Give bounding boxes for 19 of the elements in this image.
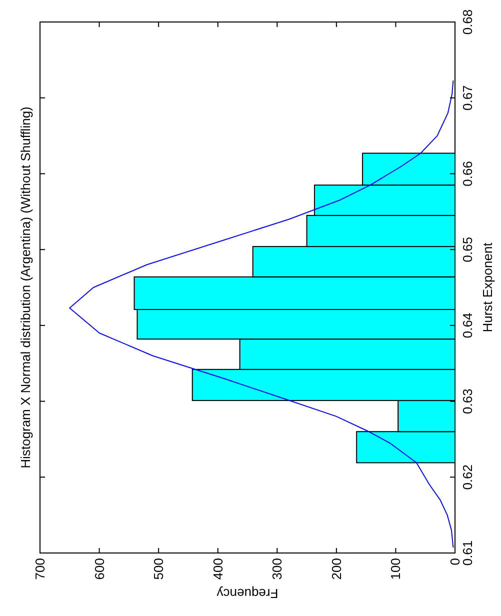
x-tick-label: 600 <box>92 558 107 580</box>
y-tick-label: 0.62 <box>460 464 475 490</box>
x-tick-label: 700 <box>32 558 48 580</box>
y-tick-label: 0.66 <box>460 161 475 186</box>
x-tick-label: 0 <box>448 558 462 566</box>
x-tick-label: 200 <box>328 558 344 580</box>
y-tick-label: 0.63 <box>460 388 475 414</box>
x-axis-title: Frequency <box>216 586 278 601</box>
y-tick-label: 0.67 <box>460 85 475 111</box>
y-tick-label: 0.64 <box>460 312 475 338</box>
x-tick-label: 500 <box>151 558 166 580</box>
y-axis-title: Hurst Exponent <box>480 242 495 332</box>
x-tick-label: 400 <box>210 558 226 580</box>
y-tick-label: 0.65 <box>460 236 475 262</box>
y-tick-label: 0.68 <box>460 9 475 35</box>
text: Histogram X Normal distribution (Argentina) (Without Shuffling) <box>18 106 33 468</box>
x-tick-label: 100 <box>388 558 404 580</box>
x-tick-label: 300 <box>270 558 285 580</box>
y-tick-label: 0.61 <box>460 540 475 566</box>
